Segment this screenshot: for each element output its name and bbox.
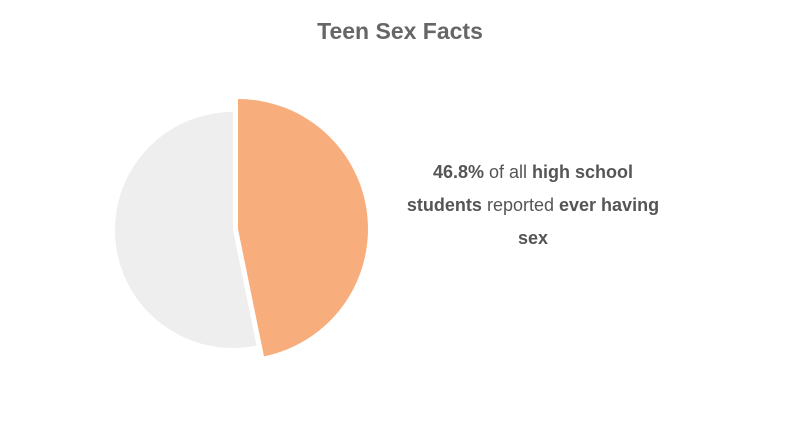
annotation-text: reported — [486, 195, 554, 215]
annotation-text: of all — [489, 162, 528, 182]
annotation-text: high school students — [406, 162, 634, 215]
annotation-text: ever having sex — [517, 195, 660, 248]
pie-slice — [114, 112, 257, 349]
annotation: 46.8% of all high school students report… — [395, 156, 671, 255]
annotation-text: 46.8% — [432, 162, 484, 182]
pie-slice — [238, 99, 368, 357]
chart-title: Teen Sex Facts — [317, 18, 483, 44]
